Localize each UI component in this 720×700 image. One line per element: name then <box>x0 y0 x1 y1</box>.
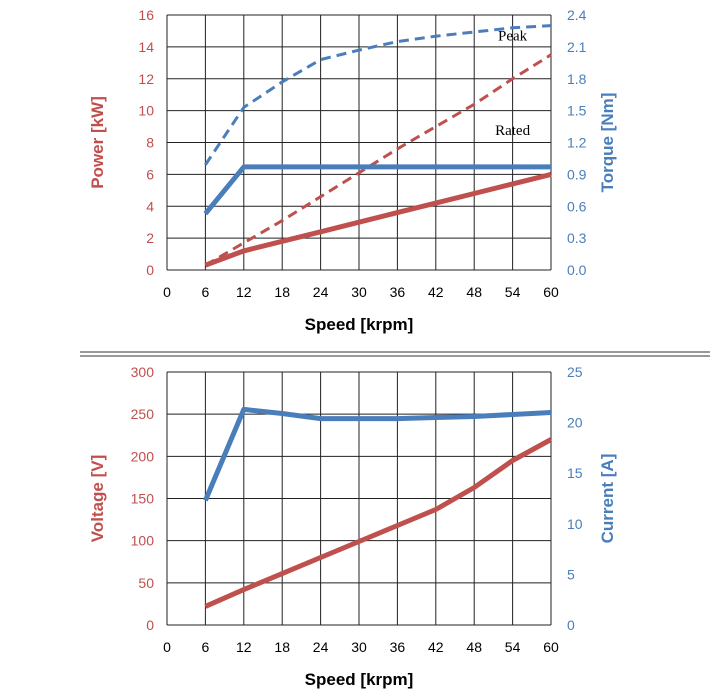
x-tick-label: 36 <box>390 639 406 655</box>
y-right-tick-label: 0.6 <box>567 198 587 214</box>
y-right-tick-label: 15 <box>567 465 583 481</box>
x-tick-label: 24 <box>313 284 329 300</box>
x-tick-label: 60 <box>543 639 559 655</box>
x-tick-label: 18 <box>274 284 290 300</box>
y-left-tick-label: 200 <box>131 448 155 464</box>
y-left-tick-label: 6 <box>146 166 154 182</box>
y-right-tick-label: 25 <box>567 364 583 380</box>
series-line-right-solid <box>203 164 551 216</box>
x-tick-label: 42 <box>428 284 444 300</box>
y-right-tick-label: 0.9 <box>567 166 587 182</box>
x-tick-label: 60 <box>543 284 559 300</box>
y-right-axis-title: Current [A] <box>598 454 617 544</box>
series-line-right-solid <box>203 406 552 502</box>
separator <box>80 351 710 357</box>
y-left-tick-label: 2 <box>146 230 154 246</box>
y-left-tick-label: 10 <box>138 103 154 119</box>
x-tick-label: 36 <box>390 284 406 300</box>
y-left-tick-label: 0 <box>146 617 154 633</box>
x-tick-label: 18 <box>274 639 290 655</box>
x-tick-label: 30 <box>351 639 367 655</box>
y-right-tick-label: 0 <box>567 617 575 633</box>
y-right-axis-title: Torque [Nm] <box>598 93 617 193</box>
y-left-axis-title: Power [kW] <box>88 96 107 189</box>
y-right-tick-label: 5 <box>567 566 575 582</box>
y-left-axis-title: Voltage [V] <box>88 455 107 543</box>
y-left-tick-label: 100 <box>131 533 155 549</box>
y-right-tick-label: 0.3 <box>567 230 587 246</box>
y-left-tick-label: 8 <box>146 135 154 151</box>
y-right-tick-label: 2.4 <box>567 7 587 23</box>
annotation-label: Peak <box>498 29 528 45</box>
x-tick-label: 6 <box>202 639 210 655</box>
x-tick-label: 6 <box>202 284 210 300</box>
x-tick-label: 30 <box>351 284 367 300</box>
series-line-left-solid <box>204 171 552 268</box>
voltage-current-chart: 0 6 12 18 24 30 36 42 48 54 60 0 50 100 150 200 250 300 0 5… <box>88 364 617 689</box>
x-tick-label: 42 <box>428 639 444 655</box>
y-right-tick-label: 1.2 <box>567 135 587 151</box>
grid <box>166 371 552 626</box>
series-line-left-dashed <box>204 53 552 267</box>
y-right-tick-label: 1.5 <box>567 103 587 119</box>
y-left-tick-label: 12 <box>138 71 154 87</box>
y-right-tick-label: 1.8 <box>567 71 587 87</box>
x-axis-title: Speed [krpm] <box>305 315 414 334</box>
x-tick-label: 48 <box>466 639 482 655</box>
y-right-tick-label: 0.0 <box>567 262 587 278</box>
y-right-tick-label: 20 <box>567 415 583 431</box>
power-torque-chart: 0 6 12 18 24 30 36 42 48 54 6002468101214160.00.30… <box>88 7 617 334</box>
grid <box>166 14 552 271</box>
x-tick-label: 12 <box>236 284 252 300</box>
x-tick-label: 0 <box>163 639 171 655</box>
y-right-tick-label: 10 <box>567 516 583 532</box>
x-tick-label: 0 <box>163 284 171 300</box>
y-left-tick-label: 250 <box>131 406 155 422</box>
y-left-tick-label: 16 <box>138 7 154 23</box>
y-left-tick-label: 150 <box>131 491 155 507</box>
x-tick-label: 12 <box>236 639 252 655</box>
x-axis-title: Speed [krpm] <box>305 670 414 689</box>
y-left-tick-label: 50 <box>138 575 154 591</box>
x-tick-label: 24 <box>313 639 329 655</box>
series-line-left-solid <box>204 437 553 609</box>
x-tick-label: 54 <box>505 284 521 300</box>
y-left-tick-label: 0 <box>146 262 154 278</box>
y-left-tick-label: 4 <box>146 198 154 214</box>
y-left-tick-label: 300 <box>131 364 155 380</box>
y-right-tick-label: 2.1 <box>567 39 587 55</box>
x-tick-label: 54 <box>505 639 521 655</box>
y-left-tick-label: 14 <box>138 39 154 55</box>
annotation-label: Rated <box>495 123 530 139</box>
x-tick-label: 48 <box>466 284 482 300</box>
